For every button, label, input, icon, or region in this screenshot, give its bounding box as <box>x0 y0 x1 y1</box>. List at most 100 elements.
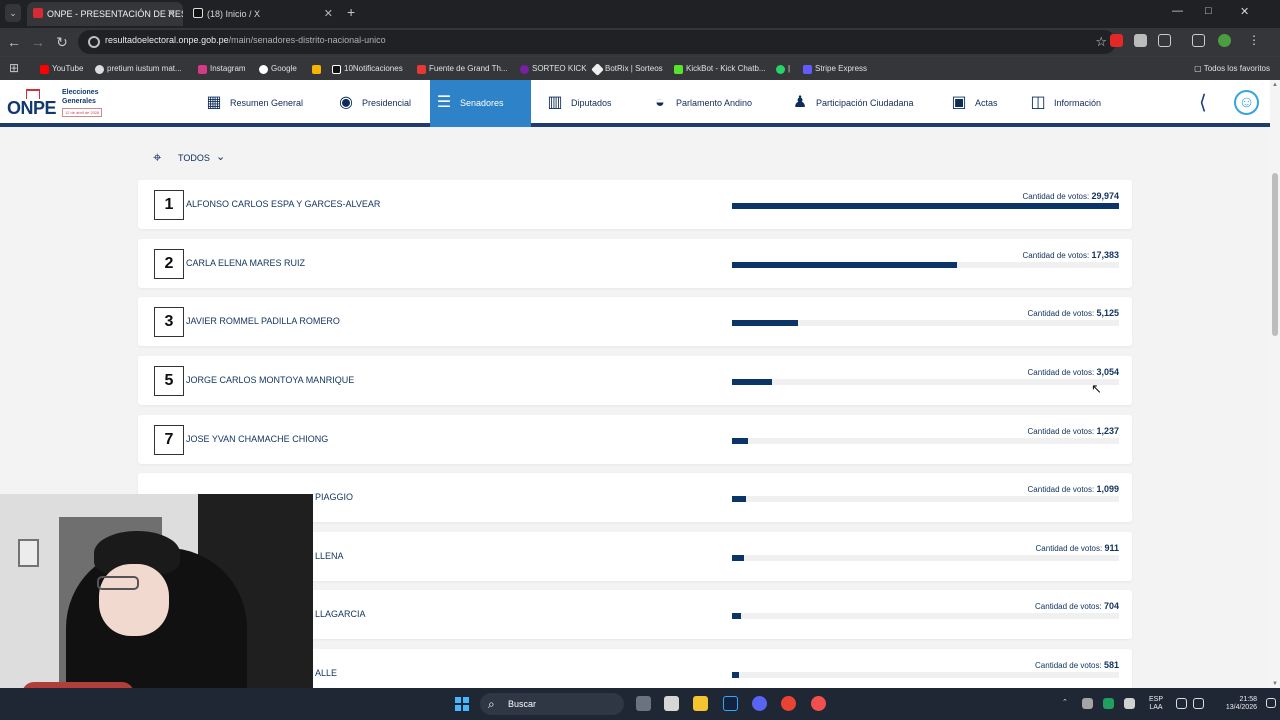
bookmark-google[interactable]: Google <box>259 62 297 76</box>
task-view-icon[interactable] <box>636 696 651 711</box>
file-explorer-icon[interactable] <box>693 696 708 711</box>
discord-icon[interactable] <box>752 696 767 711</box>
bookmarks-bar: ⊞ YouTube pretium iustum mat... Instagra… <box>0 56 1280 80</box>
bookmark-notifications[interactable]: 10Notificaciones <box>332 62 403 76</box>
restore-icon[interactable]: □ <box>1205 5 1212 17</box>
network-icon[interactable] <box>1176 698 1187 709</box>
tray-overflow-icon[interactable]: ⌃ <box>1062 699 1068 706</box>
bookmark-pinwheel[interactable] <box>312 62 324 76</box>
bookmark-star-icon[interactable]: ☆ <box>1095 34 1107 49</box>
bookmark-youtube[interactable]: YouTube <box>40 62 83 76</box>
vote-count: Cantidad de votos: 17,383 <box>1023 250 1119 260</box>
close-tab-icon[interactable]: ✕ <box>323 8 333 20</box>
photoshop-icon[interactable] <box>723 696 738 711</box>
bookmark-whatsapp[interactable]: | <box>776 62 790 76</box>
vote-progress-bar <box>732 438 748 444</box>
onpe-logo[interactable]: ONPE Elecciones Generales 12 de abril de … <box>7 88 113 122</box>
forward-icon[interactable]: → <box>31 34 45 50</box>
browser-tab-onpe[interactable]: ONPE - PRESENTACIÓN DE RES ✕ <box>27 2 183 26</box>
candidate-result-row[interactable]: 7 JOSE YVAN CHAMACHE CHIONG Cantidad de vo… <box>138 415 1132 464</box>
candidate-result-row[interactable]: 1 ALFONSO CARLOS ESPA Y GARCES-ALVEAR Cant… <box>138 180 1132 229</box>
page-scrollbar[interactable]: ▲ ▼ <box>1270 80 1280 689</box>
candidate-name[interactable]: JAVIER ROMMEL PADILLA ROMERO <box>186 316 340 326</box>
security-icon[interactable] <box>1103 698 1114 709</box>
candidate-name[interactable]: JORGE CARLOS MONTOYA MANRIQUE <box>186 375 355 385</box>
chrome-icon[interactable] <box>781 696 796 711</box>
puzzle-icon[interactable] <box>1158 34 1171 47</box>
nav-participacion-ciudadana[interactable]: ♟ Participación Ciudadana <box>786 80 931 127</box>
candidate-result-row[interactable]: 2 CARLA ELENA MARES RUIZ Cantidad de votos… <box>138 239 1132 288</box>
vote-progress-track <box>732 496 1119 502</box>
vote-count-label: Cantidad de votos: <box>1022 251 1090 260</box>
bookmark-pretium[interactable]: pretium iustum mat... <box>95 62 182 76</box>
clock[interactable]: 21:58 13/4/2026 <box>1225 696 1257 711</box>
vote-count-value: 5,125 <box>1096 308 1119 318</box>
candidate-name[interactable]: PIAGGIO <box>315 492 354 502</box>
address-bar[interactable]: resultadoelectoral.onpe.gob.pe/main/sena… <box>78 30 1116 54</box>
vote-progress-bar <box>732 672 740 678</box>
media-icon[interactable] <box>1192 34 1205 47</box>
scroll-up-icon[interactable]: ▲ <box>1272 82 1278 88</box>
candidate-result-row[interactable]: 3 JAVIER ROMMEL PADILLA ROMERO Cantidad de… <box>138 297 1132 346</box>
bookmark-stripe[interactable]: Stripe Express <box>803 62 867 76</box>
cloud-icon[interactable] <box>1082 698 1093 709</box>
all-bookmarks-folder[interactable]: ▢ Todos los favoritos <box>1194 64 1270 73</box>
nav-parlamento-andino[interactable]: ◒ Parlamento Andino <box>646 80 772 127</box>
vote-count-label: Cantidad de votos: <box>1035 544 1103 553</box>
notifications-icon[interactable] <box>1266 698 1276 708</box>
scroll-thumb[interactable] <box>1272 173 1278 336</box>
browser-menu-icon[interactable]: ⋮ <box>1248 33 1260 47</box>
taskbar-search-field[interactable]: ⌕ Buscar <box>480 693 624 715</box>
url-text: resultadoelectoral.onpe.gob.pe/main/sena… <box>105 35 386 45</box>
bookmark-kickbot[interactable]: KickBot - Kick Chatb... <box>674 62 766 76</box>
nav-senadores[interactable]: ☰ Senadores <box>430 80 531 127</box>
bookmark-sorteo-kick[interactable]: SORTEO KICK <box>520 62 587 76</box>
tab-search-button[interactable]: ⌄ <box>5 4 21 22</box>
vote-count-value: 704 <box>1103 601 1119 611</box>
nav-informacion[interactable]: ◫ Información <box>1024 80 1114 127</box>
profile-icon[interactable] <box>1218 34 1231 47</box>
senate-icon: ☰ <box>436 94 452 111</box>
share-icon[interactable]: ⟨ <box>1199 92 1207 114</box>
site-info-icon[interactable] <box>88 36 100 48</box>
language-indicator[interactable]: ESP LAA <box>1148 696 1163 711</box>
screen-capture-icon[interactable] <box>811 696 826 711</box>
bookmark-grand-theft[interactable]: Fuente de Grand Th... <box>417 62 508 76</box>
nav-actas[interactable]: ▣ Actas <box>945 80 1009 127</box>
close-tab-icon[interactable]: ✕ <box>166 8 176 20</box>
candidate-name[interactable]: ALLE <box>315 668 338 678</box>
back-icon[interactable]: ← <box>7 34 21 50</box>
vote-count-label: Cantidad de votos: <box>1035 661 1102 670</box>
new-tab-icon[interactable]: + <box>347 4 356 20</box>
microphone-icon[interactable] <box>1124 698 1135 709</box>
vote-count-value: 1,237 <box>1096 426 1119 436</box>
scroll-down-icon[interactable]: ▼ <box>1272 681 1278 687</box>
extension-icon[interactable] <box>1110 34 1123 47</box>
search-icon: ⌕ <box>488 697 495 711</box>
minimize-icon[interactable]: — <box>1172 5 1183 17</box>
bookmark-instagram[interactable]: Instagram <box>198 62 246 76</box>
nav-diputados[interactable]: ▥ Diputados <box>541 80 627 127</box>
reload-icon[interactable]: ↻ <box>56 34 68 50</box>
windows-start-icon[interactable] <box>455 697 469 711</box>
candidate-name[interactable]: CARLA ELENA MARES RUIZ <box>186 258 306 268</box>
vote-count: Cantidad de votos: 5,125 <box>1028 308 1119 318</box>
candidate-name[interactable]: LLAGARCIA <box>315 609 366 619</box>
candidate-result-row[interactable]: 5 JORGE CARLOS MONTOYA MANRIQUE Cantidad d… <box>138 356 1132 405</box>
nav-presidencial[interactable]: ◉ Presidencial <box>332 80 424 127</box>
location-pin-icon: ⌖ <box>153 149 162 166</box>
close-window-icon[interactable]: ✕ <box>1240 6 1250 18</box>
extension-icon[interactable] <box>1134 34 1147 47</box>
nav-label: Información <box>1054 98 1102 108</box>
volume-icon[interactable] <box>1193 698 1204 709</box>
candidate-name[interactable]: JOSE YVAN CHAMACHE CHIONG <box>186 434 329 444</box>
apps-icon[interactable]: ⊞ <box>8 61 20 75</box>
candidate-name[interactable]: LLENA <box>315 551 344 561</box>
accessibility-icon[interactable]: ☺ <box>1234 90 1259 115</box>
candidate-name[interactable]: ALFONSO CARLOS ESPA Y GARCES-ALVEAR <box>186 199 381 209</box>
bookmark-botrix[interactable]: BotRix | Sorteos <box>591 62 663 76</box>
vote-count-value: 911 <box>1104 543 1119 553</box>
terminal-icon[interactable] <box>664 696 679 711</box>
nav-resumen-general[interactable]: ▦ Resumen General <box>200 80 312 127</box>
browser-tab-x[interactable]: (18) Inicio / X ✕ <box>187 2 340 26</box>
